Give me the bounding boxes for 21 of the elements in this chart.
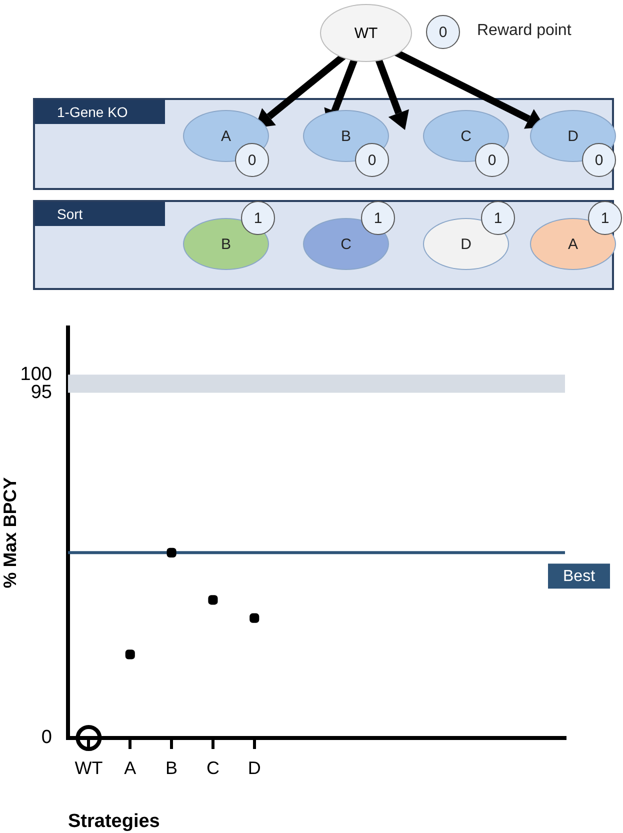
x-tick-label: B <box>166 758 178 778</box>
y-tick-label: 100 <box>20 364 52 385</box>
ref-line-label: Best <box>562 568 596 586</box>
point <box>166 548 176 558</box>
y-axis-title: % Max BPCY <box>0 477 20 588</box>
point <box>250 613 260 623</box>
panel-tab: Sort <box>35 202 165 226</box>
x-tick-label: WT <box>74 758 103 778</box>
x-tick-label: A <box>124 758 136 778</box>
circle-badge: 0 <box>426 15 460 49</box>
panel-tab: 1-Gene KO <box>35 100 165 124</box>
point <box>125 650 135 660</box>
text: Reward point <box>477 22 572 40</box>
y-tick-label: 95 <box>30 382 52 404</box>
oval-node: WT <box>320 4 412 62</box>
x-tick-label: D <box>248 758 261 778</box>
x-axis-title: Strategies <box>68 810 160 832</box>
x-tick-label: C <box>206 758 220 778</box>
point <box>208 595 218 605</box>
y-tick-label: 0 <box>41 727 52 748</box>
point <box>76 725 102 751</box>
